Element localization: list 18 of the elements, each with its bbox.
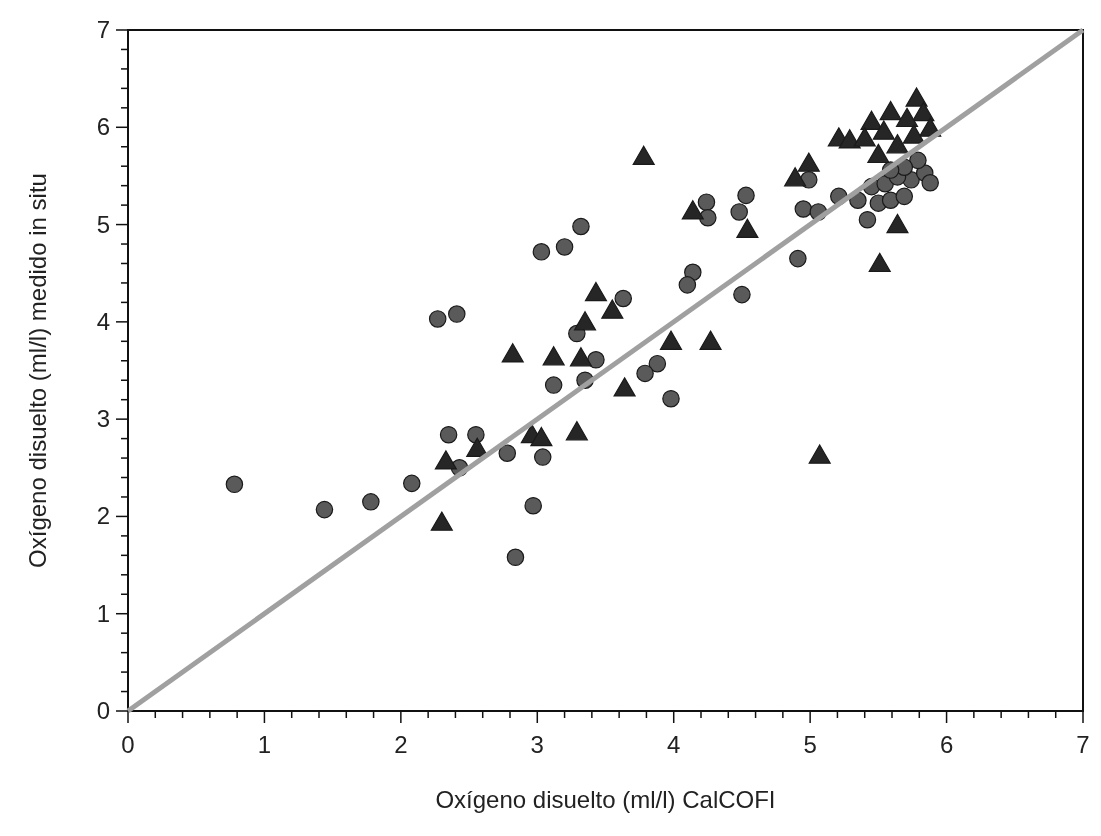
x-tick-label: 1 xyxy=(257,731,272,758)
y-tick-label: 2 xyxy=(96,502,110,530)
x-tick-label: 4 xyxy=(667,731,681,758)
x-tick-label: 6 xyxy=(939,731,954,758)
y-tick-label: 0 xyxy=(96,697,110,724)
y-tick-label: 1 xyxy=(96,599,110,627)
x-tick-label: 2 xyxy=(394,731,408,758)
y-tick-label: 4 xyxy=(96,307,110,335)
x-tick-label: 0 xyxy=(121,731,135,758)
y-tick-label: 5 xyxy=(96,210,110,238)
y-tick-label: 3 xyxy=(96,405,110,433)
x-tick-label: 5 xyxy=(803,731,817,758)
x-tick-label: 7 xyxy=(1076,731,1090,758)
x-axis-title: Oxígeno disuelto (ml/l) CalCOFI xyxy=(435,786,776,813)
y-axis-title: Oxígeno disuelto (ml/l) medido in situ xyxy=(24,173,51,568)
y-tick-label: 6 xyxy=(96,113,110,141)
x-tick-label: 3 xyxy=(530,731,544,758)
y-tick-label: 7 xyxy=(96,16,110,43)
